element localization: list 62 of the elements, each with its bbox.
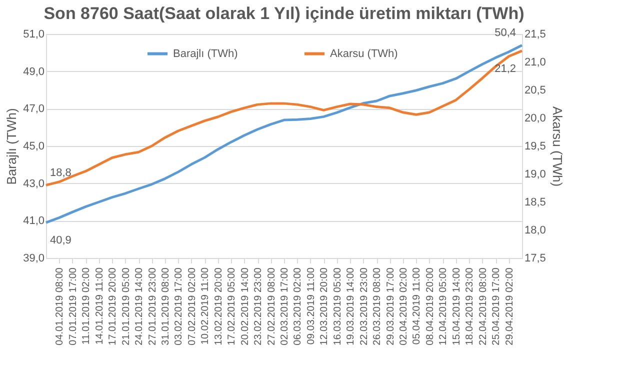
y-tick-label: 49,0 bbox=[23, 66, 44, 78]
x-tick-label: 17.02.2019 05:00 bbox=[226, 267, 238, 346]
x-tick-label: 22.04.2019 08:00 bbox=[478, 267, 489, 346]
y-axis-title: Barajlı (TWh) bbox=[4, 108, 20, 185]
x-tick-label: 15.04.2019 14:00 bbox=[451, 267, 462, 346]
x-tick-label: 03.02.2019 17:00 bbox=[174, 267, 185, 346]
chart-title: Son 8760 Saat(Saat olarak 1 Yıl) içinde üretim miktarı (TWh) bbox=[44, 4, 524, 24]
y2-tick-label: 19,5 bbox=[524, 140, 546, 152]
x-tick-label: 10.02.2019 11:00 bbox=[200, 267, 212, 345]
x-tick-label: 13.02.2019 20:00 bbox=[213, 267, 224, 346]
legend-label: Barajlı (TWh) bbox=[173, 48, 238, 60]
x-tick-label: 14.01.2019 11:00 bbox=[94, 267, 106, 345]
legend-label: Akarsu (TWh) bbox=[330, 48, 398, 60]
x-tick-label: 20.02.2019 14:00 bbox=[240, 267, 251, 346]
y-tick-label: 41,0 bbox=[23, 215, 44, 228]
x-tick-label: 11.01.2019 02:00 bbox=[81, 267, 92, 345]
x-tick-label: 24.01.2019 14:00 bbox=[134, 267, 146, 346]
x-tick-label: 06.03.2019 02:00 bbox=[292, 267, 304, 346]
x-tick-label: 02.04.2019 02:00 bbox=[398, 267, 410, 346]
y2-tick-label: 17,5 bbox=[524, 252, 546, 264]
y-tick-label: 47,0 bbox=[23, 103, 44, 116]
x-tick-label: 18.04.2019 23:00 bbox=[464, 267, 476, 346]
y-tick-label: 51,0 bbox=[23, 28, 44, 40]
y2-tick-label: 20,0 bbox=[524, 112, 546, 124]
x-tick-label: 12.04.2019 05:00 bbox=[438, 267, 450, 346]
x-tick-label: 21.01.2019 05:00 bbox=[120, 267, 132, 346]
x-tick-label: 31.01.2019 08:00 bbox=[160, 267, 172, 346]
x-tick-label: 09.03.2019 11:00 bbox=[306, 267, 317, 345]
y2-tick-label: 21,0 bbox=[524, 56, 546, 68]
x-tick-label: 27.01.2019 23:00 bbox=[147, 267, 158, 346]
x-tick-label: 26.03.2019 08:00 bbox=[372, 267, 384, 346]
x-tick-label: 25.04.2019 17:00 bbox=[491, 267, 502, 346]
data-label: 18,8 bbox=[50, 167, 72, 180]
x-tick-label: 02.03.2019 17:00 bbox=[280, 267, 290, 346]
x-tick-label: 19.03.2019 14:00 bbox=[346, 267, 357, 346]
x-tick-label: 07.01.2019 17:00 bbox=[68, 267, 79, 346]
x-tick-label: 16.03.2019 05:00 bbox=[332, 267, 344, 346]
y2-tick-label: 18,0 bbox=[524, 224, 546, 236]
x-tick-label: 12.03.2019 20:00 bbox=[319, 267, 330, 346]
y-tick-label: 43,0 bbox=[23, 178, 44, 190]
line-series bbox=[44, 44, 524, 224]
x-tick-label: 22.03.2019 23:00 bbox=[358, 267, 370, 346]
data-label: 50,4 bbox=[494, 27, 516, 40]
y-tick-label: 45,0 bbox=[23, 140, 44, 152]
x-tick-label: 04.01.2019 08:00 bbox=[54, 267, 66, 346]
x-tick-label: 29.04.2019 02:00 bbox=[504, 267, 516, 346]
x-tick-label: 08.04.2019 20:00 bbox=[424, 267, 436, 346]
data-label: 21,2 bbox=[494, 62, 516, 75]
y-tick-label: 39,0 bbox=[23, 252, 44, 264]
y2-tick-label: 21,5 bbox=[524, 28, 546, 40]
data-label: 40,9 bbox=[50, 234, 72, 247]
x-tick-label: 27.02.2019 08:00 bbox=[266, 267, 278, 346]
x-tick-label: 17.01.2019 20:00 bbox=[108, 267, 119, 346]
x-tick-label: 07.02.2019 02:00 bbox=[186, 267, 198, 346]
y2-axis-title: Akarsu (TWh) bbox=[550, 106, 565, 187]
y2-tick-label: 19,0 bbox=[524, 168, 546, 180]
y2-tick-label: 20,5 bbox=[524, 84, 546, 96]
x-tick-label: 23.02.2019 23:00 bbox=[253, 267, 264, 346]
y2-tick-label: 18,5 bbox=[524, 196, 546, 208]
x-tick-label: 05.04.2019 11:00 bbox=[412, 267, 423, 345]
line-series bbox=[44, 50, 524, 186]
x-tick-label: 29.03.2019 17:00 bbox=[385, 267, 396, 346]
